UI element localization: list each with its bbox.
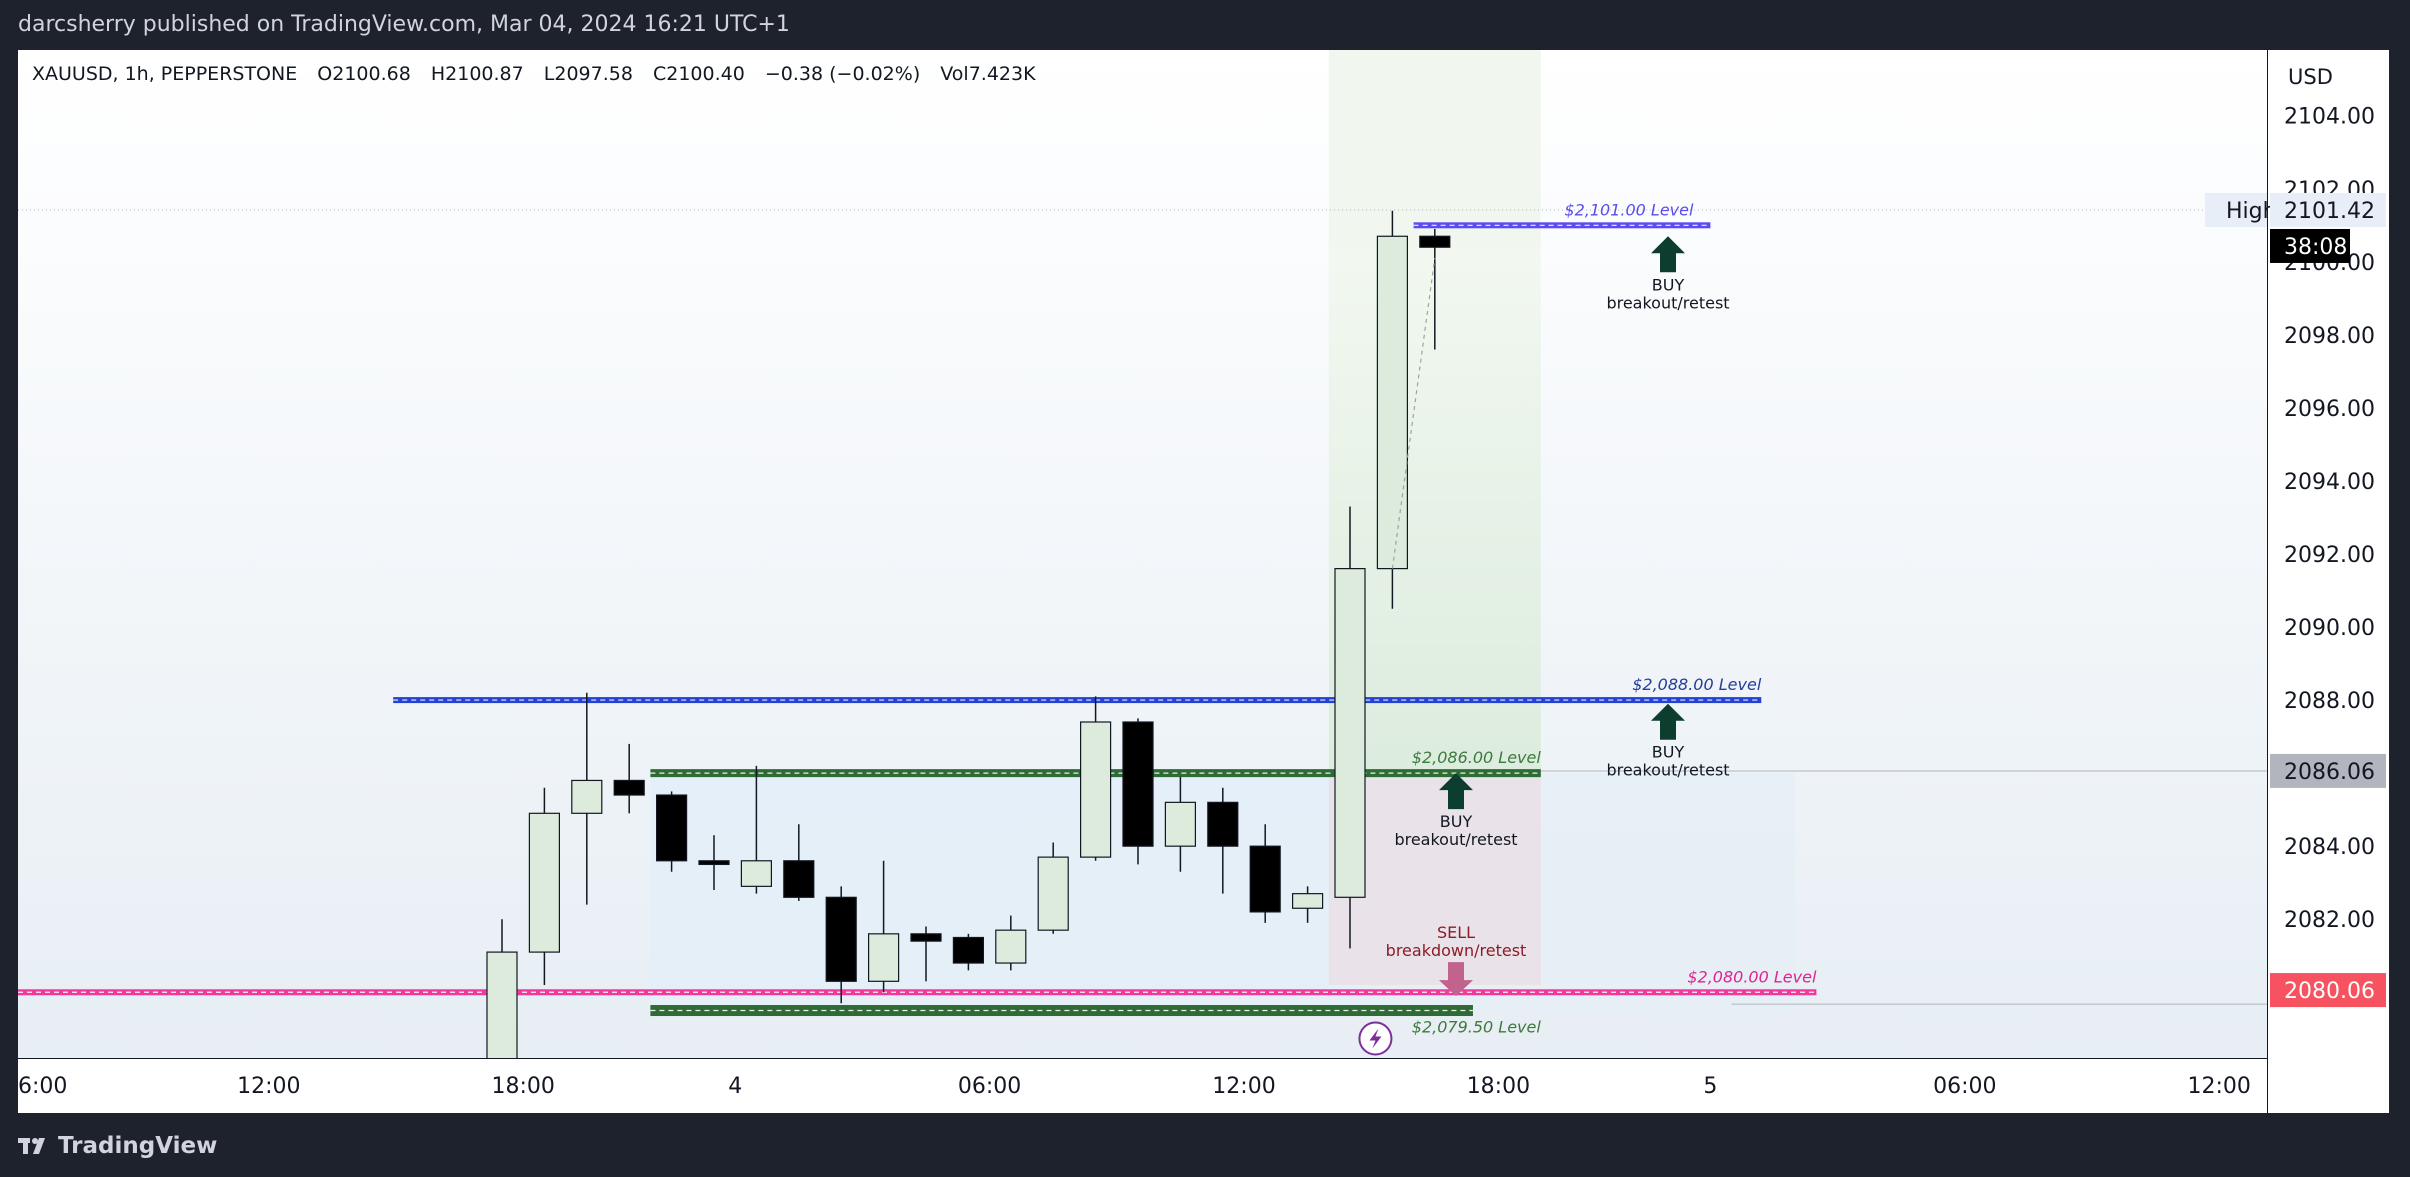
time-tick: 06:00: [1933, 1074, 1996, 1099]
candle-5[interactable]: [698, 835, 730, 890]
candle-12[interactable]: [995, 915, 1027, 971]
published-caption: darcsherry published on TradingView.com,…: [18, 12, 790, 37]
candle-19[interactable]: [1291, 886, 1324, 923]
level-label-2079: $2,079.50 Level: [1412, 1018, 1542, 1037]
price-scale[interactable]: 2082.002084.002086.002088.002090.002092.…: [2205, 50, 2389, 1113]
buy-label: BUY: [1440, 812, 1473, 831]
candle-22[interactable]: [1419, 228, 1451, 350]
symbol-legend: XAUUSD, 1h, PEPPERSTONE O2100.68 H2100.8…: [32, 63, 1036, 85]
candlesticks: [486, 210, 1451, 1066]
candle-11[interactable]: [952, 933, 985, 971]
low-flag-bg: [2270, 973, 2386, 1008]
breakout-label: breakout/retest: [1606, 293, 1729, 312]
candle-6[interactable]: [740, 765, 773, 894]
candle-21[interactable]: [1376, 210, 1409, 609]
price-tick: 2096.00: [2284, 397, 2375, 422]
candle-1[interactable]: [528, 787, 560, 985]
tradingview-logo-icon: [18, 1138, 45, 1154]
candle-18[interactable]: [1249, 824, 1281, 923]
trade-markers: BUYbreakout/retestBUYbreakout/retestBUYb…: [1358, 236, 1730, 1056]
buy-label: BUY: [1652, 743, 1685, 762]
candle-16[interactable]: [1164, 776, 1197, 872]
time-tick: 18:00: [491, 1074, 554, 1099]
time-tick: 4: [728, 1074, 742, 1099]
ohlc-low: L2097.58: [544, 63, 633, 85]
price-tick: 2094.00: [2284, 470, 2375, 495]
price-flags: High 2101.42 38:08 2086.06 2080.06: [2205, 192, 2386, 1008]
target-zone-upper: [1328, 50, 1541, 248]
footer-bar: TradingView: [0, 1113, 2410, 1177]
candle-0[interactable]: [486, 919, 518, 1066]
candle-20[interactable]: [1334, 506, 1366, 949]
time-tick: 5: [1703, 1074, 1717, 1099]
countdown-label: 38:08: [2284, 235, 2347, 260]
published-bar: darcsherry published on TradingView.com,…: [0, 0, 2410, 50]
currency-label[interactable]: USD: [2288, 65, 2333, 89]
symbol-line: XAUUSD, 1h, PEPPERSTONE: [32, 63, 297, 85]
ohlc-high: H2100.87: [431, 63, 524, 85]
high-flag-bg: [2205, 192, 2267, 227]
time-tick: 12:00: [237, 1074, 300, 1099]
level-label-2080: $2,080.00 Level: [1687, 967, 1817, 986]
price-tick: 2092.00: [2284, 543, 2375, 568]
candle-15[interactable]: [1122, 718, 1154, 865]
level-2080[interactable]: [18, 989, 1817, 996]
ohlc-change: −0.38 (−0.02%): [765, 63, 920, 85]
candle-7[interactable]: [783, 824, 815, 901]
high-value-label: 2101.42: [2284, 199, 2375, 224]
level-label-2088: $2,088.00 Level: [1632, 675, 1762, 694]
time-tick: 18:00: [1467, 1074, 1530, 1099]
price-tick: 2082.00: [2284, 908, 2375, 933]
breakdown-label: breakdown/retest: [1386, 941, 1527, 960]
candle-2[interactable]: [571, 692, 603, 905]
candle-17[interactable]: [1207, 787, 1239, 894]
price-tick: 2088.00: [2284, 689, 2375, 714]
price-tick: 2098.00: [2284, 324, 2375, 349]
mid-flag-bg: [2270, 753, 2386, 788]
sell-label: SELL: [1437, 923, 1475, 942]
volume: Vol7.423K: [940, 63, 1036, 85]
price-tick: 2090.00: [2284, 616, 2375, 641]
countdown-bg: [2270, 228, 2350, 263]
high-flag-label: High: [2226, 199, 2277, 224]
candle-4[interactable]: [655, 791, 688, 872]
level-label-2101: $2,101.00 Level: [1564, 200, 1694, 219]
time-tick: 6:00: [18, 1074, 67, 1099]
brand-name: TradingView: [58, 1133, 218, 1159]
mid-flag-label: 2086.06: [2284, 760, 2375, 785]
level-2079[interactable]: [650, 1005, 1473, 1017]
lightning-icon[interactable]: [1358, 1021, 1393, 1056]
price-chart[interactable]: $2,101.00 Level $2,088.00 Level $2,086.00 …: [18, 50, 2389, 1113]
tradingview-logo[interactable]: TradingView: [18, 1133, 217, 1159]
candle-10[interactable]: [910, 926, 942, 982]
time-tick-labels: 6:00 12:00 18:00 4 06:00 12:00 18:00 5 06:00 12:0…: [18, 1074, 2251, 1099]
candle-9[interactable]: [867, 860, 900, 993]
candle-8[interactable]: [825, 886, 857, 1004]
low-flag-label: 2080.06: [2284, 979, 2375, 1004]
svg-text:XAUUSD, 1h, PEPPERSTONE: XAUUSD, 1h, PEPPERSTONE O2100.68 H2100.8…: [32, 63, 1036, 85]
time-tick: 12:00: [1212, 1074, 1275, 1099]
time-tick: 06:00: [958, 1074, 1021, 1099]
candle-14[interactable]: [1079, 696, 1112, 861]
price-tick: 2104.00: [2284, 105, 2375, 130]
high-value-bg: [2270, 192, 2386, 227]
level-label-2086: $2,086.00 Level: [1412, 748, 1542, 767]
buy-label: BUY: [1652, 275, 1685, 294]
candle-3[interactable]: [613, 743, 645, 814]
time-tick: 12:00: [2187, 1074, 2250, 1099]
chart-frame: $2,101.00 Level $2,088.00 Level $2,086.00 …: [18, 50, 2389, 1113]
ohlc-close: C2100.40: [653, 63, 745, 85]
ohlc-open: O2100.68: [317, 63, 411, 85]
breakout-label: breakout/retest: [1606, 761, 1729, 780]
time-scale[interactable]: 6:00 12:00 18:00 4 06:00 12:00 18:00 5 06:00 12:0…: [18, 1058, 2267, 1113]
price-tick: 2084.00: [2284, 835, 2375, 860]
candle-13[interactable]: [1037, 842, 1069, 934]
breakout-label: breakout/retest: [1394, 830, 1517, 849]
